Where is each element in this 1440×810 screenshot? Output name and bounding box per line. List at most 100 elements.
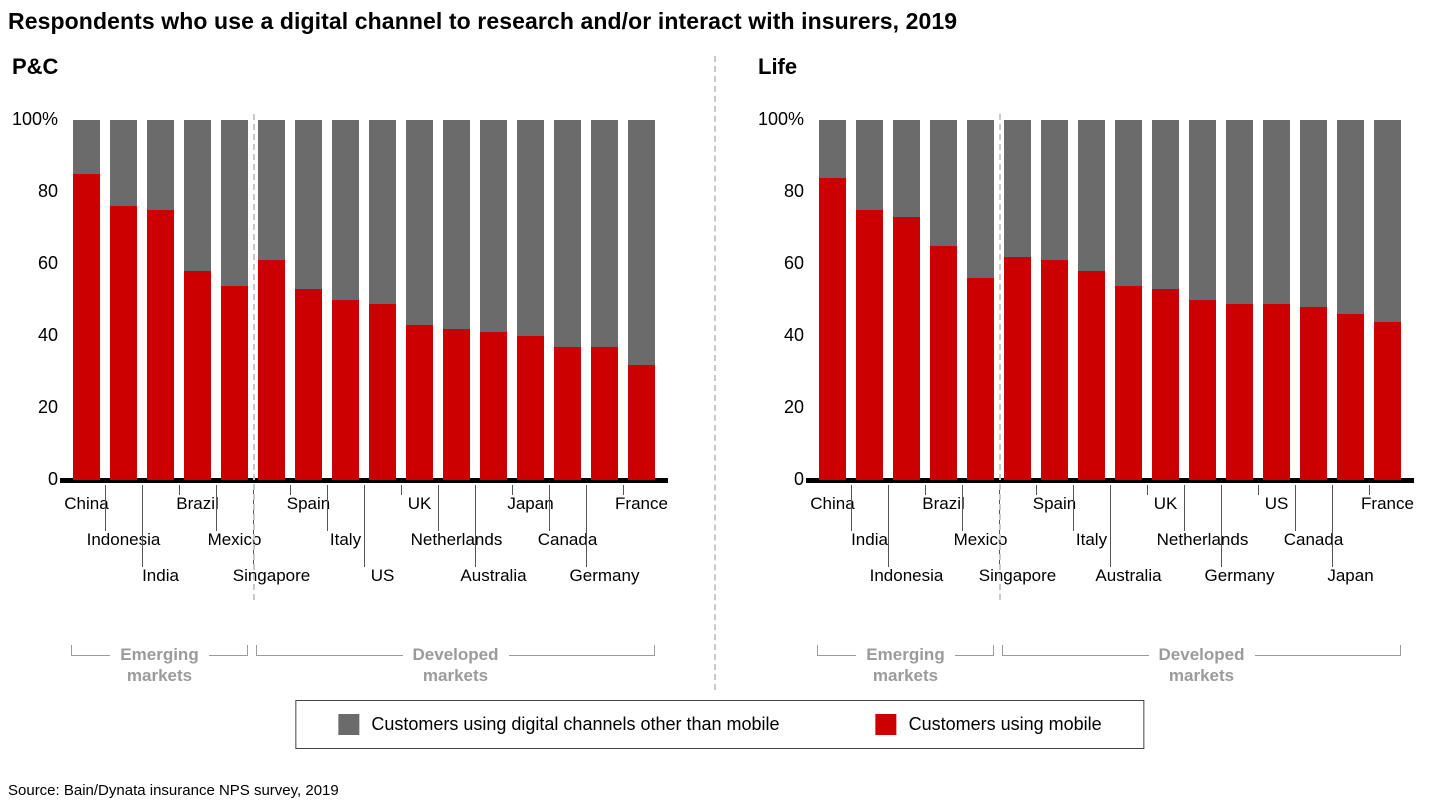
x-label-france: France — [1361, 494, 1414, 513]
bar-germany — [1226, 120, 1253, 480]
x-label-mexico: Mexico — [953, 530, 1008, 549]
bar-spain — [1041, 120, 1068, 480]
bar-canada — [1300, 120, 1327, 480]
plot-area: 0 20 40 60 80 100% China Indonesia India Brazil Me… — [12, 109, 668, 685]
bar-segment-mobile-canada — [1300, 307, 1327, 480]
panel-title-life: Life — [758, 54, 798, 79]
x-axis-leader-line — [290, 485, 291, 495]
x-label-indonesia: Indonesia — [869, 566, 944, 585]
bar-uk — [1152, 120, 1179, 480]
bar-segment-other-brazil — [184, 120, 211, 272]
y-axis-tick-label: 100% — [757, 109, 804, 129]
group-label-line2: markets — [872, 666, 939, 685]
bar-segment-other-mexico — [221, 120, 248, 286]
x-axis-leader-line — [888, 485, 889, 567]
bar-italy — [1078, 120, 1105, 480]
bar-segment-other-canada — [554, 120, 581, 347]
x-label-singapore: Singapore — [978, 566, 1057, 585]
bar-segment-other-brazil — [930, 120, 957, 246]
bar-segment-mobile-brazil — [930, 246, 957, 480]
y-axis-tick-label: 80 — [783, 181, 804, 201]
bar-segment-other-us — [1263, 120, 1290, 304]
bar-segment-mobile-japan — [517, 336, 544, 480]
bar-segment-other-italy — [1078, 120, 1105, 272]
x-label-india: India — [851, 530, 888, 549]
bar-segment-mobile-brazil — [184, 271, 211, 480]
x-label-uk: UK — [1153, 494, 1178, 513]
bracket-emerging: Emerging markets — [71, 644, 249, 686]
bar-segment-mobile-us — [1263, 303, 1290, 480]
group-label-emerging: Emerging markets — [110, 644, 208, 686]
source-note: Source: Bain/Dynata insurance NPS survey… — [8, 782, 339, 799]
bar-segment-other-japan — [1337, 120, 1364, 315]
bar-segment-other-uk — [1152, 120, 1179, 290]
bar-segment-other-germany — [591, 120, 618, 347]
x-label-netherlands: Netherlands — [410, 530, 503, 549]
bar-us — [1263, 120, 1290, 480]
group-label-line1: Emerging — [120, 645, 199, 664]
x-axis-leader-line — [586, 485, 587, 567]
bar-japan — [517, 120, 544, 480]
bar-segment-mobile-italy — [332, 300, 359, 480]
x-axis-leader-line — [364, 485, 365, 567]
bar-segment-other-spain — [295, 120, 322, 290]
bar-australia — [1115, 120, 1142, 480]
x-axis-leader-line — [1147, 485, 1148, 495]
bar-segment-mobile-france — [1374, 321, 1401, 480]
x-label-germany: Germany — [569, 566, 640, 585]
bar-segment-other-australia — [1115, 120, 1142, 286]
x-label-france: France — [615, 494, 668, 513]
bar-segment-other-canada — [1300, 120, 1327, 308]
bar-segment-other-france — [628, 120, 655, 365]
bar-italy — [332, 120, 359, 480]
bar-mexico — [221, 120, 248, 480]
bar-china — [819, 120, 846, 480]
bracket-line-left — [817, 644, 857, 656]
bar-australia — [480, 120, 507, 480]
x-label-australia: Australia — [460, 566, 527, 585]
bar-segment-other-india — [856, 120, 883, 210]
x-axis-leader-line — [401, 485, 402, 495]
bracket-line-left — [1002, 644, 1149, 656]
group-label-developed: Developed markets — [403, 644, 509, 686]
legend: Customers using digital channels other t… — [295, 700, 1145, 749]
x-axis-leader-line — [851, 485, 852, 531]
group-label-line2: markets — [1168, 666, 1235, 685]
bar-segment-mobile-france — [628, 364, 655, 480]
bar-canada — [554, 120, 581, 480]
x-axis-leader-line — [1073, 485, 1074, 531]
x-label-canada: Canada — [537, 530, 598, 549]
x-axis-leader-line — [327, 485, 328, 531]
bar-us — [369, 120, 396, 480]
bar-india — [856, 120, 883, 480]
panel-divider-line — [714, 56, 716, 690]
bracket-line-left — [256, 644, 403, 656]
x-axis-leader-line — [1184, 485, 1185, 531]
x-axis-leader-line — [623, 485, 624, 495]
bracket-developed: Developed markets — [1002, 644, 1402, 686]
x-axis-leader-line — [962, 485, 963, 531]
x-label-us: US — [1264, 494, 1289, 513]
x-axis-leader-line — [1110, 485, 1111, 567]
bar-segment-mobile-spain — [1041, 260, 1068, 480]
x-axis-line — [806, 478, 1414, 483]
bar-segment-other-australia — [480, 120, 507, 333]
x-label-germany: Germany — [1204, 566, 1275, 585]
x-axis-leader-line — [216, 485, 217, 531]
bar-segment-mobile-netherlands — [1189, 300, 1216, 480]
bar-uk — [406, 120, 433, 480]
chart-panels: P&C 0 20 40 60 80 100% China Indonesia India Braz… — [10, 54, 1414, 685]
chart-title: Respondents who use a digital channel to… — [8, 8, 958, 34]
x-axis-leader-line — [179, 485, 180, 495]
y-axis-tick-label: 0 — [47, 469, 58, 489]
bar-spain — [295, 120, 322, 480]
bar-segment-other-italy — [332, 120, 359, 300]
y-axis-tick-label: 0 — [793, 469, 804, 489]
group-label-emerging: Emerging markets — [856, 644, 954, 686]
bar-mexico — [967, 120, 994, 480]
bar-segment-other-netherlands — [443, 120, 470, 329]
x-label-indonesia: Indonesia — [86, 530, 161, 549]
bar-segment-other-china — [819, 120, 846, 178]
legend-label-other: Customers using digital channels other t… — [371, 714, 780, 734]
bar-segment-other-china — [73, 120, 100, 174]
